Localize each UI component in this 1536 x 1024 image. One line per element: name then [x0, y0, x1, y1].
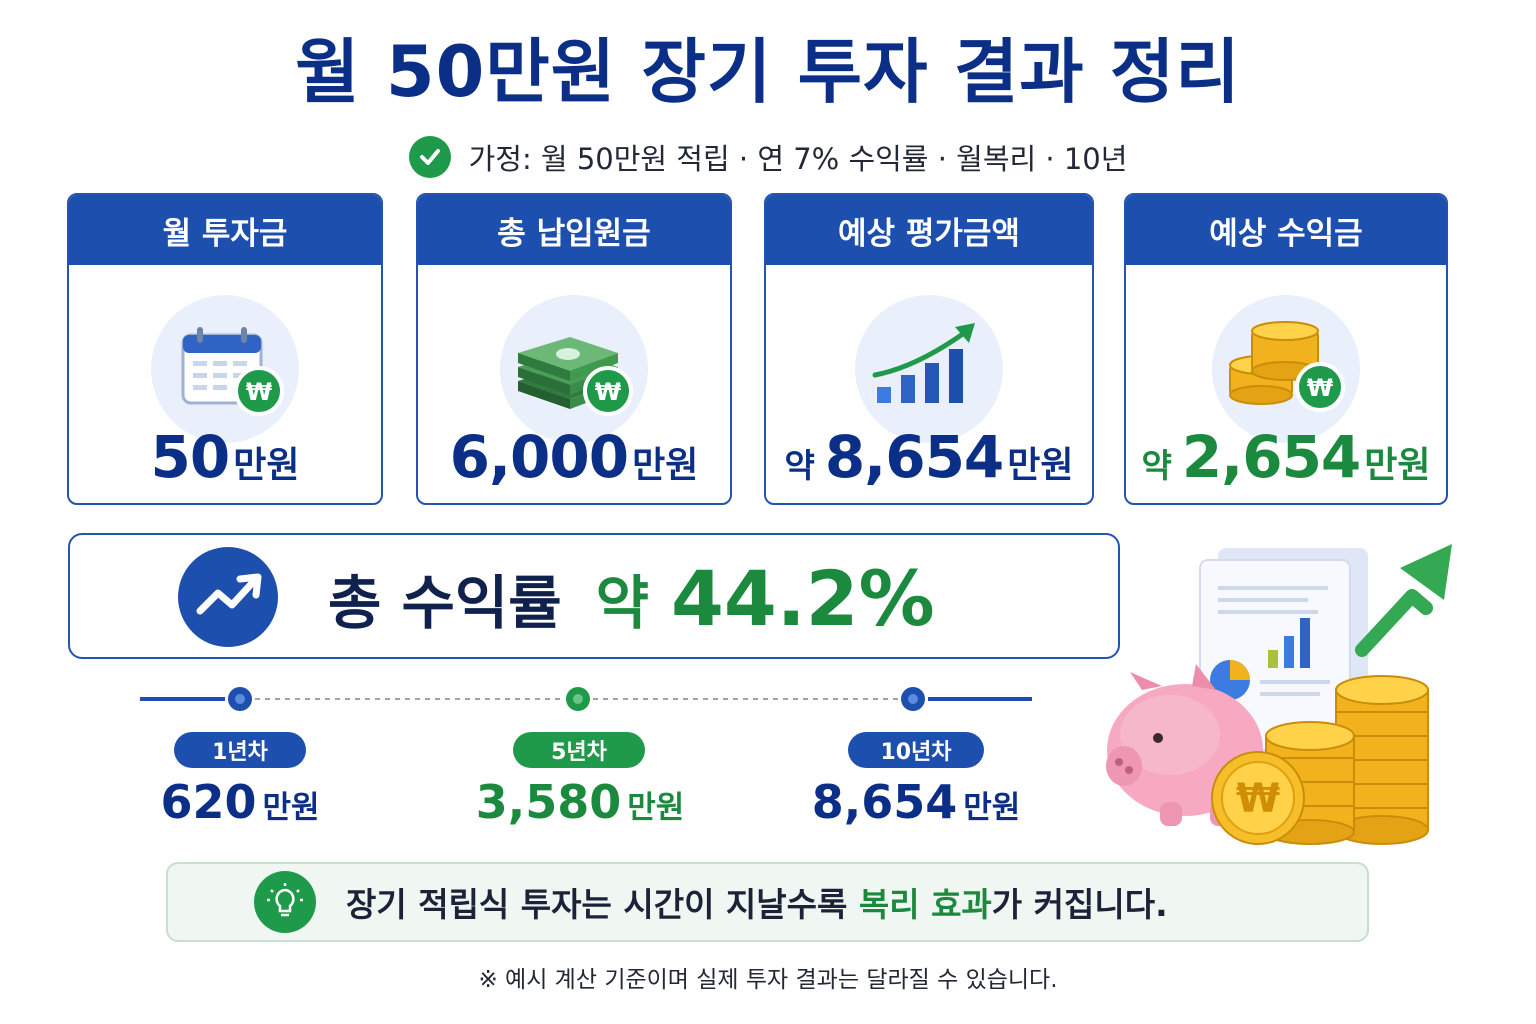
- calendar-won-icon: ₩: [151, 295, 299, 443]
- value-number: 620: [160, 775, 257, 829]
- card-monthly-investment: 월 투자금 ₩ 50 만원: [67, 193, 383, 505]
- timeline-track: [140, 687, 1032, 711]
- lightbulb-icon: [254, 871, 316, 933]
- timeline-label-year1: 1년차: [174, 732, 306, 768]
- card-value: 50 만원: [69, 423, 381, 493]
- won-symbol-icon: ₩: [1236, 776, 1280, 822]
- value-unit: 만원: [1364, 445, 1431, 486]
- card-total-principal: 총 납입원금 ₩ 6,000 만원: [416, 193, 732, 505]
- card-header: 총 납입원금: [418, 195, 730, 265]
- total-return-value: 44.2%: [671, 553, 935, 643]
- value-unit: 만원: [627, 790, 685, 826]
- trend-up-icon: [176, 545, 280, 649]
- timeline-value-year10: 8,654 만원: [786, 775, 1046, 835]
- card-header: 예상 수익금: [1126, 195, 1446, 265]
- card-value: 6,000 만원: [418, 423, 730, 493]
- coin-stack-won-icon: ₩: [1212, 295, 1360, 443]
- assumption-line: 가정: 월 50만원 적립 · 연 7% 수익률 · 월복리 · 10년: [0, 134, 1536, 180]
- disclaimer-note: ※ 예시 계산 기준이며 실제 투자 결과는 달라질 수 있습니다.: [478, 967, 1058, 993]
- card-expected-profit: 예상 수익금 ₩ 약 2,654 만원: [1124, 193, 1448, 505]
- value-number: 3,580: [475, 775, 622, 829]
- tip-text: 장기 적립식 투자는 시간이 지날수록 복리 효과가 커집니다.: [346, 878, 1168, 926]
- value-prefix: 약: [1141, 446, 1172, 485]
- card-expected-value: 예상 평가금액 약 8,654 만원: [764, 193, 1094, 505]
- total-return-box: 총 수익률 약 44.2%: [68, 533, 1120, 659]
- growth-chart-icon: [855, 295, 1003, 443]
- piggy-bank-coins-illustration: ₩: [1106, 544, 1452, 845]
- value-number: 6,000: [449, 423, 629, 491]
- value-unit: 만원: [233, 445, 300, 486]
- value-number: 8,654: [824, 423, 1004, 491]
- assumption-text: 가정: 월 50만원 적립 · 연 7% 수익률 · 월복리 · 10년: [468, 142, 1128, 176]
- value-number: 8,654: [811, 775, 958, 829]
- cash-stack-won-icon: ₩: [500, 295, 648, 443]
- card-value: 약 8,654 만원: [766, 423, 1092, 493]
- timeline-label-year5: 5년차: [513, 732, 645, 768]
- check-icon: [408, 136, 451, 178]
- card-header: 월 투자금: [69, 195, 381, 265]
- value-unit: 만원: [1007, 445, 1074, 486]
- growth-arrow-icon: [1355, 544, 1452, 657]
- timeline-label-year10: 10년차: [848, 732, 984, 768]
- card-value: 약 2,654 만원: [1126, 423, 1446, 493]
- tip-text-before: 장기 적립식 투자는 시간이 지날수록: [346, 885, 859, 924]
- total-return-prefix: 약: [595, 569, 650, 637]
- coin-stacks-icon: [1211, 675, 1429, 845]
- total-return-label: 총 수익률: [328, 569, 562, 637]
- total-return-text: 총 수익률 약 44.2%: [328, 535, 935, 661]
- svg-text:₩: ₩: [246, 378, 273, 406]
- card-header: 예상 평가금액: [766, 195, 1092, 265]
- value-unit: 만원: [632, 445, 699, 486]
- value-number: 2,654: [1181, 423, 1361, 491]
- value-unit: 만원: [963, 790, 1021, 826]
- page-title: 월 50만원 장기 투자 결과 정리: [295, 31, 1241, 113]
- svg-text:₩: ₩: [1307, 374, 1334, 402]
- svg-text:₩: ₩: [595, 378, 622, 406]
- value-number: 50: [150, 423, 231, 491]
- tip-bar: 장기 적립식 투자는 시간이 지날수록 복리 효과가 커집니다.: [166, 862, 1369, 942]
- tip-highlight: 복리 효과: [858, 885, 992, 924]
- timeline-value-year5: 3,580 만원: [450, 775, 710, 835]
- value-prefix: 약: [784, 446, 815, 485]
- value-unit: 만원: [262, 790, 320, 826]
- timeline-value-year1: 620 만원: [120, 775, 360, 835]
- tip-text-after: 가 커집니다.: [991, 885, 1168, 924]
